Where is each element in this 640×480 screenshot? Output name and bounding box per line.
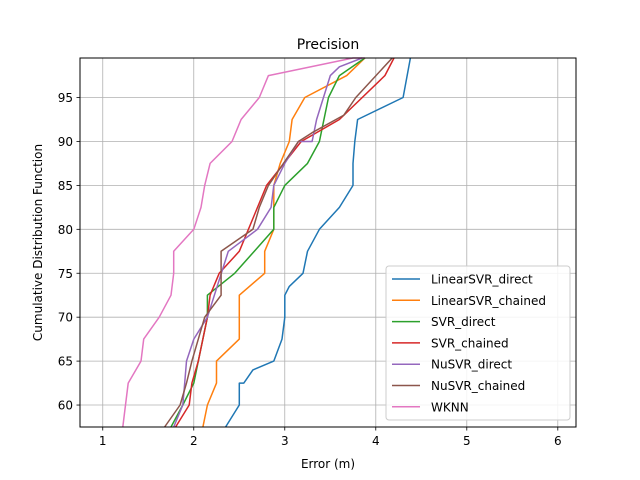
y-tick-label: 70 [58,311,73,325]
legend-label: LinearSVR_direct [431,273,533,287]
x-tick-label: 5 [463,434,471,448]
series-line-linearsvr-direct [224,57,412,428]
series-line-svr-chained [174,57,395,428]
legend-box [385,265,571,421]
legend-label: SVR_direct [431,315,496,329]
legend-label: WKNN [431,400,469,414]
series-line-wknn [122,57,365,428]
y-tick-label: 90 [58,135,73,149]
x-axis-label: Error (m) [301,457,355,471]
legend-label: SVR_chained [431,336,509,350]
y-tick-label: 85 [58,179,73,193]
y-tick-label: 95 [58,91,73,105]
x-tick-label: 3 [281,434,289,448]
x-tick-label: 2 [190,434,198,448]
y-tick-label: 60 [58,399,73,413]
series-line-linearsvr-chained [202,57,366,428]
legend: LinearSVR_direct LinearSVR_chained SVR_dir… [385,265,571,421]
y-tick-label: 65 [58,355,73,369]
chart-title: Precision [297,37,359,53]
series-lines [122,57,412,428]
axis-ticks: 1 2 3 4 5 6 60 65 70 75 80 85 90 95 [58,91,562,448]
x-tick-label: 4 [372,434,380,448]
x-tick-label: 6 [554,434,562,448]
x-tick-label: 1 [99,434,107,448]
y-tick-label: 75 [58,267,73,281]
series-line-nusvr-direct [173,57,363,428]
y-axis-label: Cumulative Distribution Function [31,144,45,341]
legend-label: LinearSVR_chained [431,294,546,308]
series-line-svr-direct [170,57,366,428]
legend-label: NuSVR_direct [431,358,512,372]
series-line-nusvr-chained [163,57,393,428]
y-tick-label: 80 [58,223,73,237]
plot-frame [79,57,577,428]
legend-label: NuSVR_chained [431,379,525,393]
